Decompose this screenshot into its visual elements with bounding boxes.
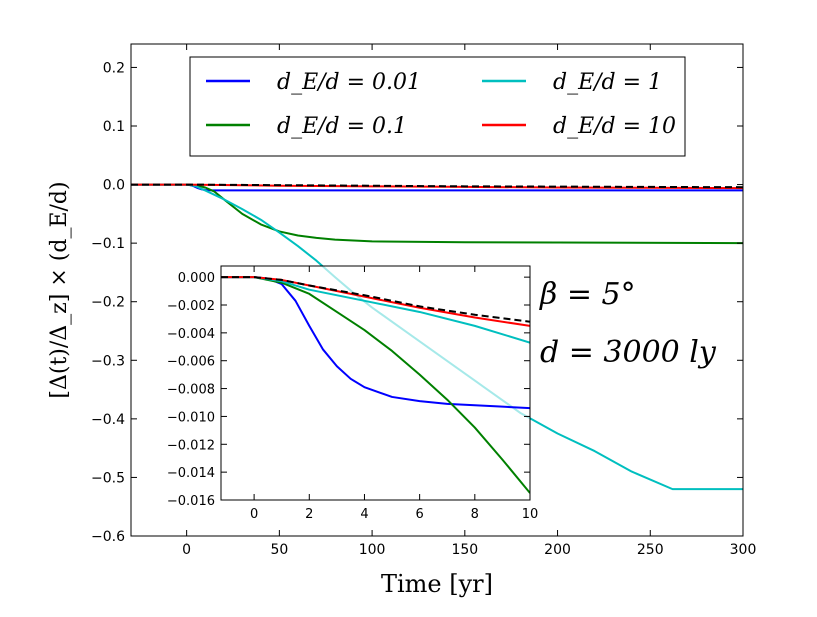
inset-plot: 0 2 4 6 8 10 0.000 −0.002 −0.004 −0.006 −0.008 −0.0…: [167, 265, 538, 522]
inset-background: [221, 266, 530, 500]
main-ytick-label: −0.5: [91, 470, 125, 486]
y-axis-label: [Δ(t)/Δ_z] × (d_E/d): [47, 181, 72, 398]
inset-xtick-label: 2: [305, 507, 313, 522]
legend-label-0.01: d_E/d = 0.01: [277, 70, 421, 95]
inset-series-4: [221, 276, 530, 323]
main-axis-ticks: 0 50 100 150 200 250 3000.20.10.0−0.1−0.2−0.3−…: [91, 44, 756, 558]
legend-label-0.1: d_E/d = 0.1: [277, 114, 407, 139]
main-xtick-label: 150: [451, 542, 478, 558]
main-ytick-label: 0.0: [103, 178, 125, 194]
annotation-beta: β = 5°: [539, 277, 636, 312]
main-series-4: [131, 183, 743, 189]
inset-series-1: [221, 276, 530, 494]
inset-series-group: [221, 276, 530, 494]
inset-ytick-label: −0.016: [167, 494, 215, 509]
legend-label-1: d_E/d = 1: [553, 70, 662, 95]
inset-ytick-label: 0.000: [178, 271, 215, 286]
main-ytick-label: 0.1: [103, 119, 125, 135]
inset-xtick-label: 6: [416, 507, 424, 522]
inset-xtick-label: 8: [471, 507, 479, 522]
inset-ytick-label: −0.014: [167, 466, 215, 481]
inset-xtick-label: 4: [360, 507, 368, 522]
inset-ytick-label: −0.010: [167, 410, 215, 425]
inset-ytick-label: −0.012: [167, 438, 215, 453]
main-ytick-label: −0.2: [91, 295, 125, 311]
main-xtick-label: 0: [182, 542, 191, 558]
legend-box: [189, 56, 686, 157]
main-xtick-label: 200: [544, 542, 571, 558]
main-ytick-label: 0.2: [103, 60, 125, 76]
inset-ytick-label: −0.008: [167, 383, 215, 398]
main-ytick-label: −0.1: [91, 236, 125, 252]
inset-ytick-label: −0.006: [167, 355, 215, 370]
x-axis-label: Time [yr]: [381, 570, 493, 598]
annotation-distance: d = 3000 ly: [540, 335, 717, 370]
main-series-1: [131, 183, 743, 245]
inset-axis-ticks: 0 2 4 6 8 10 0.000 −0.002 −0.004 −0.006 −0.008 −0.0…: [167, 266, 538, 522]
inset-ytick-label: −0.004: [167, 327, 215, 342]
inset-xtick-label: 10: [522, 507, 539, 522]
inset-xtick-label: 0: [250, 507, 258, 522]
main-xtick-label: 100: [359, 542, 386, 558]
main-ytick-label: −0.6: [91, 529, 125, 545]
main-ytick-label: −0.4: [91, 412, 125, 428]
inset-ytick-label: −0.002: [167, 299, 215, 314]
main-ytick-label: −0.3: [91, 353, 125, 369]
legend-label-10: d_E/d = 10: [553, 114, 676, 139]
main-xtick-label: 250: [637, 542, 664, 558]
legend: d_E/d = 0.01 d_E/d = 0.1 d_E/d = 1 d_E/d…: [189, 56, 686, 157]
main-xtick-label: 50: [270, 542, 288, 558]
main-xtick-label: 300: [730, 542, 757, 558]
inset-frame: [220, 265, 531, 501]
